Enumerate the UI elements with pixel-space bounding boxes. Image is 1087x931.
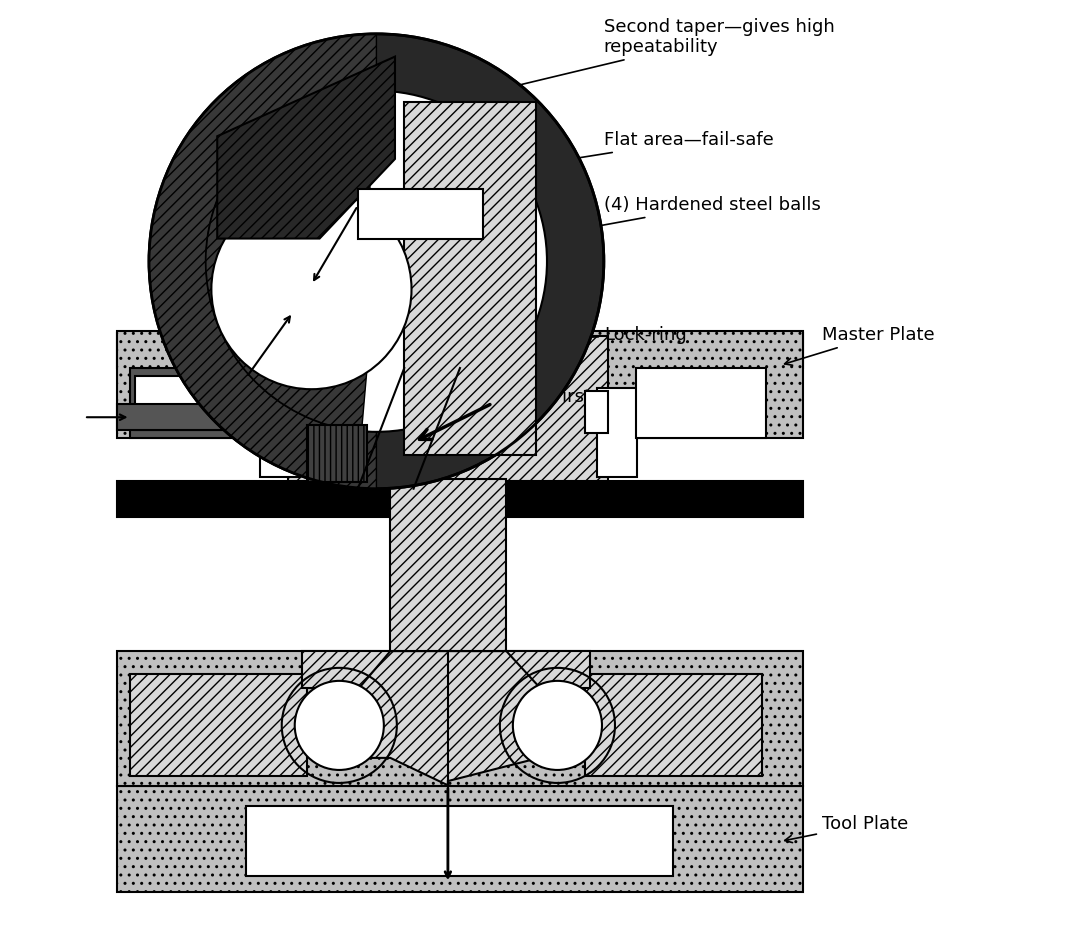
FancyBboxPatch shape bbox=[307, 425, 367, 482]
FancyBboxPatch shape bbox=[636, 368, 766, 438]
FancyBboxPatch shape bbox=[261, 388, 300, 477]
Circle shape bbox=[295, 681, 384, 770]
FancyBboxPatch shape bbox=[302, 651, 590, 688]
Text: Lock-ring: Lock-ring bbox=[511, 326, 687, 344]
FancyBboxPatch shape bbox=[247, 806, 674, 876]
Wedge shape bbox=[149, 34, 376, 489]
FancyBboxPatch shape bbox=[116, 481, 803, 517]
FancyBboxPatch shape bbox=[585, 391, 609, 433]
Circle shape bbox=[205, 90, 547, 432]
FancyBboxPatch shape bbox=[116, 332, 803, 368]
Polygon shape bbox=[339, 651, 558, 786]
Text: First taper: First taper bbox=[455, 388, 645, 417]
FancyBboxPatch shape bbox=[130, 368, 261, 438]
FancyBboxPatch shape bbox=[135, 376, 228, 430]
FancyBboxPatch shape bbox=[288, 335, 609, 481]
FancyBboxPatch shape bbox=[130, 674, 307, 776]
Text: Flat area—fail-safe: Flat area—fail-safe bbox=[488, 131, 774, 175]
FancyBboxPatch shape bbox=[116, 331, 803, 438]
Circle shape bbox=[513, 681, 602, 770]
Text: Second taper—gives high
repeatability: Second taper—gives high repeatability bbox=[427, 18, 835, 109]
FancyBboxPatch shape bbox=[585, 674, 762, 776]
FancyBboxPatch shape bbox=[390, 479, 507, 651]
Circle shape bbox=[149, 34, 604, 489]
Text: (4) Hardened steel balls: (4) Hardened steel balls bbox=[511, 196, 821, 244]
FancyBboxPatch shape bbox=[598, 388, 637, 477]
Polygon shape bbox=[217, 57, 395, 238]
FancyBboxPatch shape bbox=[288, 391, 312, 433]
FancyBboxPatch shape bbox=[116, 786, 803, 893]
Text: Tool Plate: Tool Plate bbox=[785, 816, 909, 843]
FancyBboxPatch shape bbox=[404, 102, 536, 454]
FancyBboxPatch shape bbox=[116, 651, 803, 786]
Wedge shape bbox=[205, 91, 376, 431]
FancyBboxPatch shape bbox=[358, 188, 483, 238]
Text: Master Plate: Master Plate bbox=[785, 326, 935, 365]
FancyBboxPatch shape bbox=[116, 404, 265, 430]
Circle shape bbox=[211, 189, 412, 389]
